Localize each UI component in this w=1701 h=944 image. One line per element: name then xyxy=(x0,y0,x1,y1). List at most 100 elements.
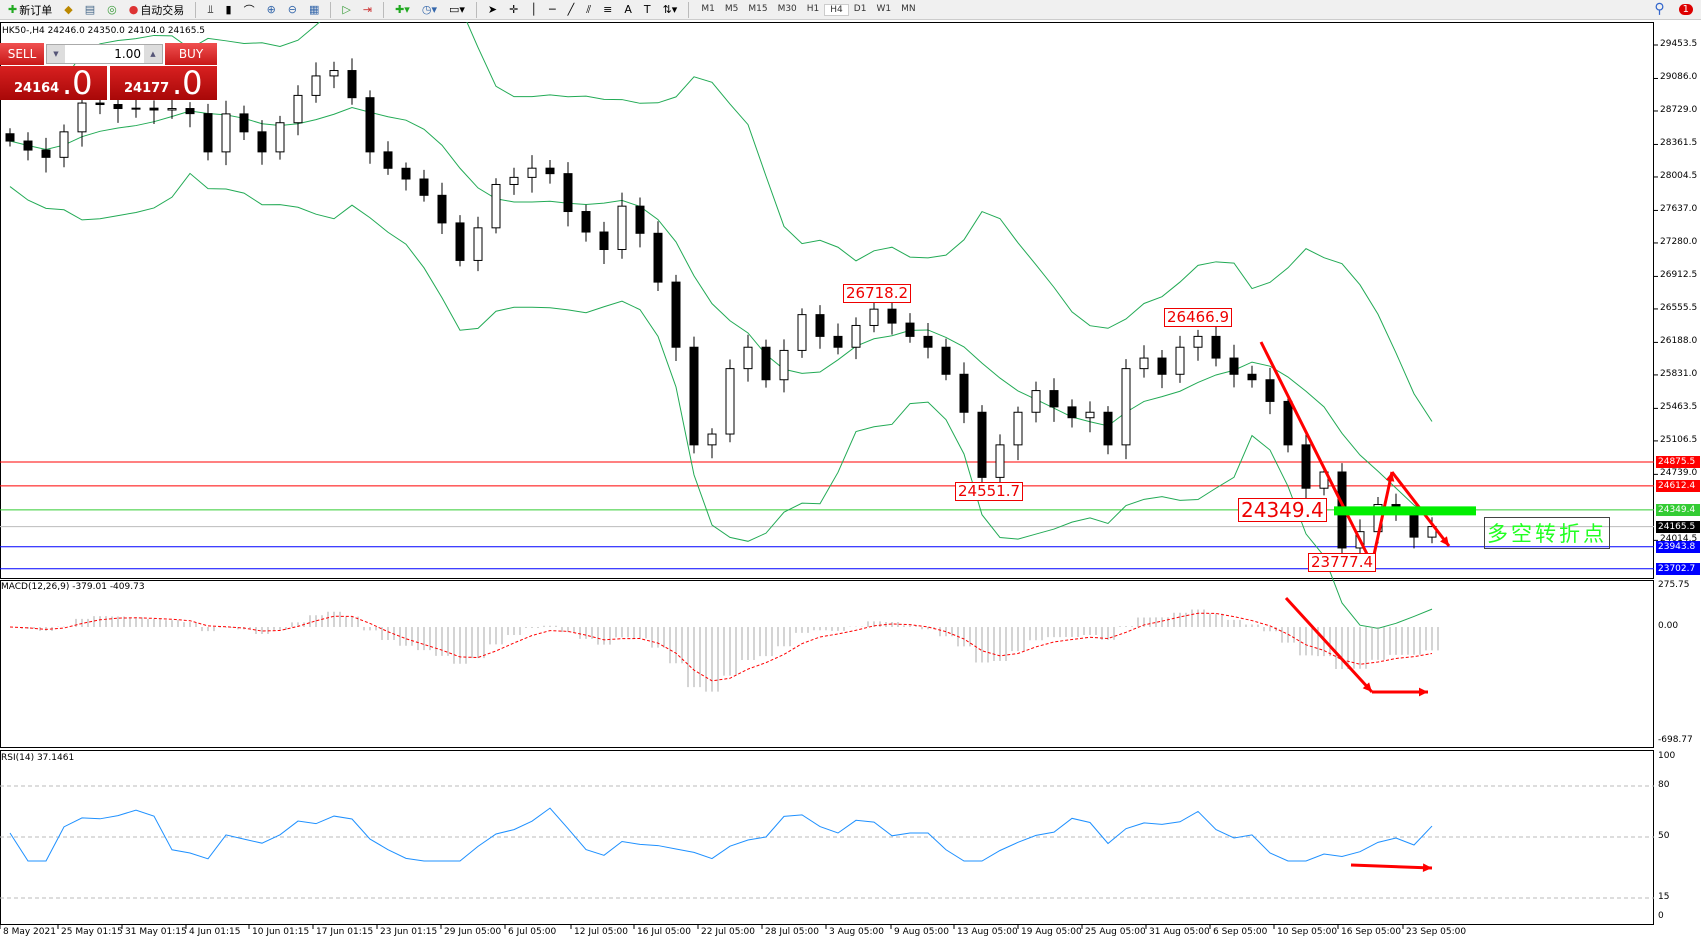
price-tick-label: 28729.0 xyxy=(1660,104,1698,115)
auto-trading-icon: ● xyxy=(128,3,139,16)
search-icon[interactable]: ⚲ xyxy=(1654,1,1665,17)
macd-down-arrow-head xyxy=(1362,682,1372,692)
candle-body xyxy=(1427,526,1437,538)
price-tick-label: 25831.0 xyxy=(1660,368,1698,379)
candle-chart-button[interactable]: ▮ xyxy=(222,1,236,19)
macd-down-arrow xyxy=(1284,596,1374,694)
candle-body xyxy=(257,131,267,153)
horizontal-line-button[interactable]: ─ xyxy=(545,1,560,19)
fibonacci-icon: ≡ xyxy=(603,3,613,16)
time-tick-label: 10 Jun 01:15 xyxy=(252,927,310,937)
periods-button[interactable]: ◷▾ xyxy=(418,1,441,19)
candle-body xyxy=(671,281,681,348)
vertical-line-button[interactable]: │ xyxy=(526,1,541,19)
candle-body xyxy=(1013,411,1023,446)
lot-decrease-button[interactable]: ▼ xyxy=(47,45,65,63)
notification-badge[interactable]: 1 xyxy=(1678,3,1693,15)
zoom-out-icon: ⊖ xyxy=(287,3,297,16)
time-tick-label: 12 Jul 05:00 xyxy=(574,927,628,937)
candle-body xyxy=(923,335,933,348)
text-label-icon: T xyxy=(643,3,651,16)
text-label-button[interactable]: T xyxy=(640,1,655,19)
timeframe-m15[interactable]: M15 xyxy=(748,3,768,14)
line-chart-button[interactable]: ⌒ xyxy=(240,1,259,19)
candle-body xyxy=(1103,411,1113,446)
news-icon: ▤ xyxy=(84,3,96,16)
price-tick-label: 29086.0 xyxy=(1660,72,1698,83)
timeframe-h4[interactable]: H4 xyxy=(824,3,849,16)
time-tick-label: 23 Sep 05:00 xyxy=(1406,927,1467,937)
candle-body xyxy=(1031,390,1041,413)
timeframe-w1[interactable]: W1 xyxy=(876,3,892,14)
candle-body xyxy=(275,122,285,153)
autoscroll-button[interactable]: ▷ xyxy=(338,1,354,19)
candle-body xyxy=(293,94,303,124)
trendline-button[interactable]: ╱ xyxy=(564,1,579,19)
macd-tick-label: 0.00 xyxy=(1658,621,1679,631)
high-label-2: 26466.9 xyxy=(1164,308,1233,327)
text-button[interactable]: A xyxy=(620,1,636,19)
timeframe-h1[interactable]: H1 xyxy=(806,3,820,14)
rsi-flat-arrow xyxy=(1350,863,1433,870)
timeframe-mn[interactable]: MN xyxy=(901,3,916,14)
arrows-button[interactable]: ⇅▾ xyxy=(659,1,682,19)
candle-body xyxy=(329,70,339,77)
candle-body xyxy=(617,205,627,251)
news-button[interactable]: ▤ xyxy=(81,1,99,19)
price-tick-label: 27280.0 xyxy=(1660,236,1698,247)
price-level-tag: 24165.5 xyxy=(1656,520,1700,533)
candle-body xyxy=(725,368,735,435)
rsi-tick-label: 50 xyxy=(1658,831,1670,841)
time-tick-label: 29 Jun 05:00 xyxy=(444,927,502,937)
toolbar: ✚ 新订单 ◆ ▤ ◎ ● 自动交易 ⫫ ▮ ⌒ ⊕ ⊖ ▦ ▷ ⇥ ✚▾ ◷▾ ▭… xyxy=(0,0,1701,20)
timeframe-m5[interactable]: M5 xyxy=(724,3,739,14)
price-level-tag: 23943.8 xyxy=(1656,540,1700,553)
templates-button[interactable]: ▭▾ xyxy=(445,1,469,19)
price-tick-label: 25106.5 xyxy=(1660,434,1698,445)
history-button[interactable]: ◆ xyxy=(60,1,76,19)
auto-trading-button[interactable]: ● 自动交易 xyxy=(128,3,185,17)
time-tick-label: 16 Sep 05:00 xyxy=(1341,927,1402,937)
toolbar-right: ⚲ 1 xyxy=(1654,1,1693,17)
timeframe-m1[interactable]: M1 xyxy=(701,3,715,14)
fibonacci-button[interactable]: ≡ xyxy=(599,1,616,19)
candle-body xyxy=(1049,390,1059,408)
price-tick-label: 28004.5 xyxy=(1660,170,1698,181)
time-tick-label: 23 Jun 01:15 xyxy=(380,927,438,937)
buy-button[interactable]: BUY xyxy=(165,43,217,65)
lot-size-input[interactable] xyxy=(65,45,144,63)
zoom-in-icon: ⊕ xyxy=(266,3,276,16)
crosshair-button[interactable]: ✛ xyxy=(505,1,522,19)
candle-body xyxy=(1139,357,1149,370)
timeframe-d1[interactable]: D1 xyxy=(853,3,867,14)
zoom-out-button[interactable]: ⊖ xyxy=(284,1,301,19)
signals-button[interactable]: ◎ xyxy=(103,1,121,19)
candle-body xyxy=(455,222,465,261)
timeframe-m30[interactable]: M30 xyxy=(777,3,797,14)
zoom-in-button[interactable]: ⊕ xyxy=(263,1,280,19)
chart-area[interactable] xyxy=(0,22,1701,944)
candle-body xyxy=(5,133,15,142)
price-level-tag: 24349.4 xyxy=(1656,503,1700,516)
chart-shift-button[interactable]: ⇥ xyxy=(359,1,376,19)
price-tick-label: 26188.0 xyxy=(1660,336,1698,347)
indicators-button[interactable]: ✚▾ xyxy=(391,1,414,19)
bar-chart-button[interactable]: ⫫ xyxy=(203,1,217,19)
price-tick-label: 26555.5 xyxy=(1660,302,1698,313)
candle-body xyxy=(905,322,915,337)
tile-icon: ▦ xyxy=(309,3,320,16)
candle-body xyxy=(167,108,177,111)
time-tick-label: 4 Jun 01:15 xyxy=(189,927,241,937)
sell-price[interactable]: 24164.0 xyxy=(0,64,107,102)
macd-flat-arrow-head xyxy=(1418,687,1428,697)
rsi-tick-label: 80 xyxy=(1658,780,1670,790)
cursor-button[interactable]: ➤ xyxy=(484,1,501,19)
channel-button[interactable]: ⫽ xyxy=(582,1,595,19)
new-order-button[interactable]: ✚ 新订单 xyxy=(8,3,53,17)
sell-button[interactable]: SELL xyxy=(0,43,44,65)
candle-body xyxy=(1229,357,1239,375)
buy-price[interactable]: 24177.0 xyxy=(110,64,217,102)
tile-button[interactable]: ▦ xyxy=(305,1,323,19)
rsi-flat-arrow-head xyxy=(1422,863,1432,873)
lot-increase-button[interactable]: ▲ xyxy=(144,45,162,63)
